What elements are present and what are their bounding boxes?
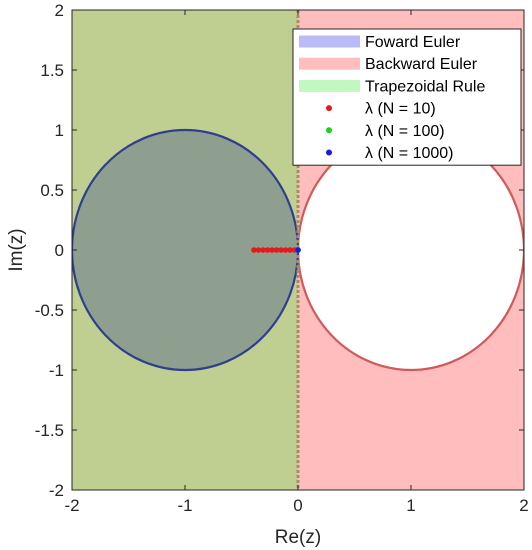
lambda-point-series-0 bbox=[273, 247, 280, 253]
legend-label: Foward Euler bbox=[365, 34, 461, 51]
backward-euler-boundary bbox=[296, 128, 524, 372]
legend-swatch bbox=[299, 57, 360, 70]
legend-label: λ (N = 100) bbox=[365, 123, 445, 140]
legend-label: λ (N = 10) bbox=[365, 101, 436, 118]
axes: -2 -1 0 1 2 2 1.5 1 0.5 0 -0.5 -1 -1.5 -2 Re(z) Im(z) bbox=[6, 1, 529, 548]
legend-label: Backward Euler bbox=[365, 56, 478, 73]
y-tick-label: 1.5 bbox=[40, 61, 64, 80]
y-tick-label: -0.5 bbox=[35, 301, 64, 320]
lambda-point-series-0 bbox=[260, 247, 266, 253]
legend-box bbox=[292, 28, 522, 166]
x-tick-label: 1 bbox=[406, 496, 415, 515]
legend-label: λ (N = 1000) bbox=[365, 145, 453, 162]
legend: Foward Euler Backward Euler Trapezoidal Ru… bbox=[292, 28, 522, 166]
y-tick-label: 0 bbox=[55, 241, 64, 260]
legend-marker bbox=[326, 149, 332, 156]
y-tick-label: -1.5 bbox=[35, 421, 64, 440]
legend-marker bbox=[326, 127, 332, 134]
x-tick-label: -2 bbox=[64, 496, 79, 515]
lambda-point-series-2 bbox=[295, 247, 301, 253]
legend-marker bbox=[326, 105, 332, 112]
lambda-point-series-0 bbox=[264, 247, 271, 253]
y-tick-label: -2 bbox=[49, 481, 64, 500]
legend-swatch bbox=[299, 79, 360, 92]
lambda-point-series-0 bbox=[287, 247, 293, 253]
lambda-point-series-0 bbox=[278, 247, 284, 253]
y-tick-label: 0.5 bbox=[40, 181, 64, 200]
x-axis-label: Re(z) bbox=[275, 527, 321, 548]
lambda-point-series-0 bbox=[282, 247, 289, 253]
lambda-point-series-0 bbox=[251, 247, 257, 253]
y-tick-label: 1 bbox=[55, 121, 64, 140]
x-tick-label: 2 bbox=[519, 496, 528, 515]
x-tick-label: 0 bbox=[293, 496, 302, 515]
y-axis-label: Im(z) bbox=[6, 228, 27, 271]
legend-label: Trapezoidal Rule bbox=[365, 78, 485, 95]
legend-swatch bbox=[299, 35, 360, 48]
y-tick-label: 2 bbox=[55, 1, 64, 20]
y-tick-label: -1 bbox=[49, 361, 64, 380]
x-tick-label: -1 bbox=[177, 496, 192, 515]
lambda-point-series-0 bbox=[255, 247, 262, 253]
lambda-point-series-0 bbox=[269, 247, 275, 253]
